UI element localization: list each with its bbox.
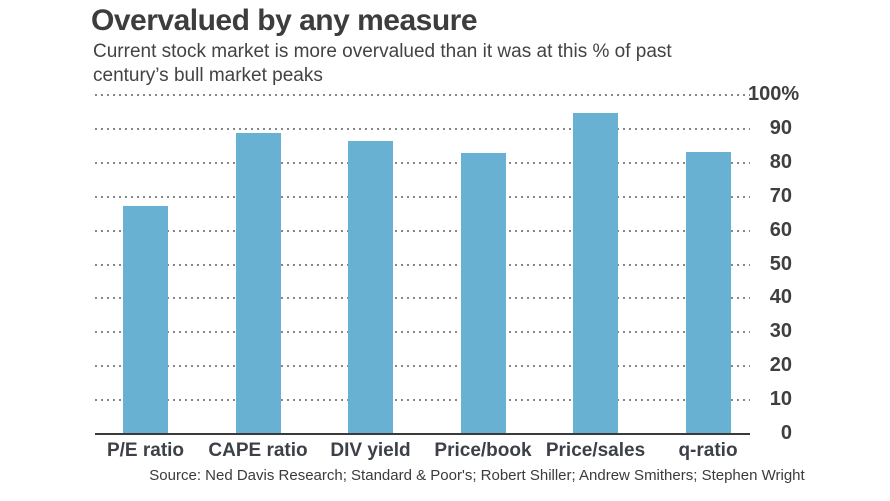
gridline: [95, 94, 750, 96]
bar-q-ratio: [685, 151, 731, 433]
y-tick-label: 70: [769, 184, 792, 207]
x-axis-label: Price/book: [434, 440, 532, 461]
gridline: [95, 195, 750, 198]
gridline: [95, 161, 750, 164]
gridline: [95, 297, 750, 300]
y-tick-label: 20: [769, 354, 792, 377]
gridline: [95, 127, 750, 130]
x-axis-label: P/E ratio: [106, 440, 185, 461]
bar-price-book: [460, 153, 506, 433]
x-axis-label: CAPE ratio: [208, 440, 308, 461]
y-tick-label: 60: [769, 218, 792, 241]
chart-subtitle-line1: Current stock market is more overvalued …: [93, 41, 672, 62]
gridline: [95, 263, 750, 266]
gridline: [95, 331, 750, 334]
source-note: Source: Ned Davis Research; Standard & P…: [149, 467, 805, 484]
y-tick-label: 30: [769, 320, 792, 343]
bar-div-yield: [348, 141, 393, 433]
chart-subtitle: Current stock market is more overvalued …: [93, 40, 672, 88]
plot-area: [95, 94, 750, 435]
x-axis-label: Price/sales: [545, 440, 646, 461]
y-tick-label: 90: [769, 116, 792, 139]
y-tick-label: 80: [769, 150, 792, 173]
bar-p-e-ratio: [123, 205, 168, 433]
chart-title: Overvalued by any measure: [91, 4, 478, 37]
bar-cape-ratio: [235, 133, 281, 433]
x-axis-label: DIV yield: [330, 440, 411, 461]
gridline: [95, 229, 750, 232]
y-tick-label: 40: [769, 286, 792, 309]
bar-price-sales: [573, 112, 618, 433]
gridline: [95, 365, 750, 368]
x-axis-label: q-ratio: [678, 440, 738, 461]
y-tick-label: 0: [780, 422, 792, 444]
chart-subtitle-line2: century’s bull market peaks: [93, 65, 323, 86]
y-tick-label: 10: [769, 388, 792, 411]
y-tick-label: 50: [769, 252, 792, 275]
y-tick-label: 100%: [748, 83, 800, 105]
gridline: [95, 399, 750, 402]
